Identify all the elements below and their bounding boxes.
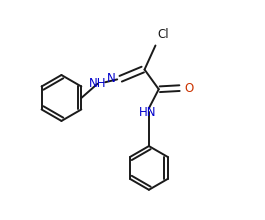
Text: HN: HN	[139, 106, 157, 119]
Text: O: O	[184, 82, 194, 95]
Text: N: N	[107, 72, 116, 85]
Text: Cl: Cl	[157, 28, 169, 41]
Text: NH: NH	[89, 77, 106, 90]
